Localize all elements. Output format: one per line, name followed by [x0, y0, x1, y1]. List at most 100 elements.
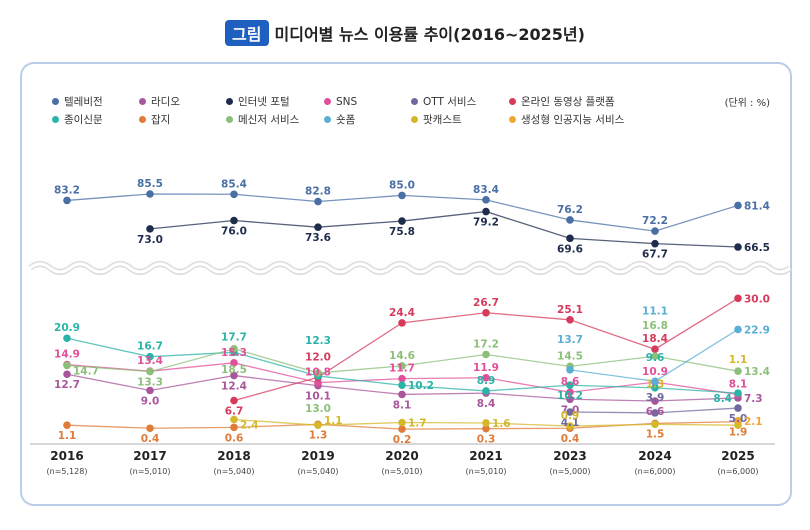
data-label: 1.1 — [324, 415, 343, 427]
data-label: 13.3 — [137, 377, 163, 389]
chart-title: 그림 미디어별 뉴스 이용률 추이(2016~2025년) — [0, 20, 810, 46]
data-point — [146, 225, 154, 233]
data-point — [482, 196, 490, 204]
data-point — [314, 223, 322, 232]
series-line — [149, 210, 739, 248]
data-label: 8.4 — [477, 398, 496, 410]
x-tick-label: 2024 — [638, 449, 671, 463]
data-label: 2.1 — [744, 416, 763, 428]
data-label: 8.1 — [729, 378, 748, 390]
data-point — [482, 424, 490, 433]
data-point — [146, 367, 154, 376]
data-label: 3.9 — [646, 392, 665, 404]
legend-item: 인터넷 포털 — [226, 94, 324, 109]
sample-size-label: (n=6,000) — [635, 467, 676, 476]
x-tick-label: 2018 — [217, 449, 250, 463]
data-label: 85.0 — [389, 179, 415, 191]
data-label: 10.2 — [557, 390, 583, 402]
figure-badge: 그림 — [225, 20, 269, 46]
data-label: 1.9 — [729, 427, 748, 439]
data-point — [63, 196, 71, 205]
data-label: 1.3 — [646, 378, 665, 390]
data-label: 76.2 — [557, 204, 583, 216]
data-point — [230, 415, 238, 424]
data-label: 10.8 — [305, 367, 331, 379]
data-point — [230, 371, 238, 380]
legend-item: 생성형 인공지능 서비스 — [509, 112, 659, 127]
data-point — [651, 227, 659, 235]
legend-label: OTT 서비스 — [423, 96, 477, 108]
data-label: 1.1 — [58, 430, 77, 442]
data-point — [566, 388, 574, 397]
data-point — [734, 294, 742, 303]
data-label: 10.9 — [642, 366, 668, 378]
data-point — [651, 384, 659, 392]
data-label: 6.7 — [225, 406, 244, 418]
data-label: 1.7 — [408, 418, 427, 430]
data-label: 6.6 — [646, 406, 665, 418]
legend-item: OTT 서비스 — [411, 94, 509, 109]
data-label: 25.1 — [557, 304, 583, 316]
data-label: 13.7 — [557, 334, 583, 346]
legend-marker — [139, 98, 146, 105]
data-point — [651, 352, 659, 361]
x-tick-label: 2023 — [553, 449, 586, 463]
data-label: 1.3 — [309, 429, 328, 441]
x-tick-label: 2019 — [301, 449, 334, 463]
title-text: 미디어별 뉴스 이용률 추이(2016~2025년) — [274, 25, 585, 44]
data-label: 13.4 — [744, 366, 770, 378]
data-point — [146, 424, 154, 433]
data-label: 73.0 — [137, 234, 163, 246]
data-point — [566, 234, 574, 243]
data-label: 8.1 — [393, 399, 412, 411]
data-point — [63, 370, 71, 379]
data-point — [146, 190, 154, 198]
data-point — [651, 239, 659, 248]
data-label: 5.0 — [729, 413, 748, 425]
legend-marker — [226, 116, 233, 123]
legend-item: 잡지 — [139, 112, 226, 127]
data-label: 72.2 — [642, 215, 668, 227]
data-label: 10.1 — [305, 391, 331, 403]
data-label: 30.0 — [744, 293, 770, 305]
data-point — [651, 409, 659, 417]
data-label: 8.9 — [477, 375, 496, 387]
legend-item: 온라인 동영상 플랫폼 — [509, 94, 659, 109]
data-label: 13.0 — [305, 403, 331, 415]
data-label: 4.1 — [561, 417, 580, 429]
sample-size-label: (n=5,010) — [466, 467, 507, 476]
data-point — [398, 319, 406, 327]
data-label: 12.4 — [221, 381, 247, 393]
data-label: 0.6 — [225, 432, 244, 444]
data-label: 0.4 — [141, 433, 160, 445]
x-tick-label: 2020 — [385, 449, 418, 463]
data-label: 7.0 — [561, 404, 580, 416]
x-tick-label: 2025 — [721, 449, 754, 463]
legend-marker — [324, 98, 331, 105]
data-label: 14.7 — [73, 365, 99, 377]
data-label: 17.7 — [221, 331, 247, 343]
sample-size-label: (n=5,128) — [47, 467, 88, 476]
data-point — [230, 344, 238, 353]
data-point — [398, 390, 406, 399]
legend-row-2: 종이신문 잡지 메신저 서비스 숏폼 팟캐스트 생성형 인공지능 서비스 — [52, 112, 659, 127]
data-label: 11.1 — [642, 305, 668, 317]
data-label: 67.7 — [642, 249, 668, 261]
legend-marker — [52, 98, 59, 105]
data-label: 18.5 — [221, 364, 247, 376]
data-label: 1.1 — [729, 354, 748, 366]
data-label: 17.2 — [473, 338, 499, 350]
data-point — [734, 416, 742, 425]
data-label: 12.7 — [54, 379, 80, 391]
data-point — [566, 408, 574, 416]
legend-label: 숏폼 — [336, 114, 356, 126]
data-label: 16.7 — [137, 341, 163, 353]
data-point — [482, 308, 490, 317]
data-point — [230, 190, 238, 199]
data-point — [651, 397, 659, 405]
data-label: 14.5 — [557, 350, 583, 362]
legend-label: 인터넷 포털 — [238, 96, 290, 108]
data-label: 9.0 — [141, 395, 160, 407]
legend-label: 팟캐스트 — [423, 114, 462, 126]
